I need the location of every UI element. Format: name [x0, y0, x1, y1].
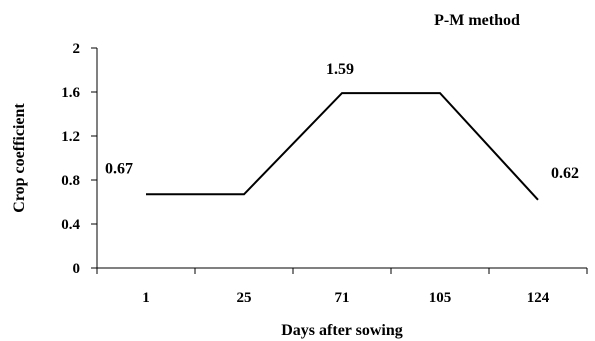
- y-tick-label: 1.6: [61, 85, 80, 101]
- x-ticks: 1 25 71 105 124: [96, 268, 588, 306]
- chart-title: P-M method: [434, 12, 520, 29]
- y-tick-label: 1.2: [61, 129, 80, 145]
- data-labels: 0.67 1.59 0.62: [105, 61, 579, 182]
- data-label: 1.59: [326, 61, 354, 78]
- y-tick-label: 0.8: [61, 173, 80, 189]
- data-label: 0.62: [551, 165, 579, 182]
- x-tick-label: 105: [429, 290, 452, 306]
- x-tick-label: 124: [527, 290, 550, 306]
- x-tick-label: 25: [237, 290, 252, 306]
- y-tick-label: 0: [73, 261, 81, 277]
- data-label: 0.67: [105, 160, 133, 177]
- y-tick-label: 2: [73, 41, 81, 57]
- y-ticks: 0 0.4 0.8 1.2 1.6 2: [61, 41, 97, 277]
- series-line: [146, 92, 539, 201]
- x-tick-label: 71: [335, 290, 350, 306]
- x-tick-label: 1: [142, 290, 150, 306]
- y-tick-label: 0.4: [61, 217, 80, 233]
- x-axis-title: Days after sowing: [281, 322, 402, 339]
- y-axis-title: Crop coefficient: [11, 103, 28, 213]
